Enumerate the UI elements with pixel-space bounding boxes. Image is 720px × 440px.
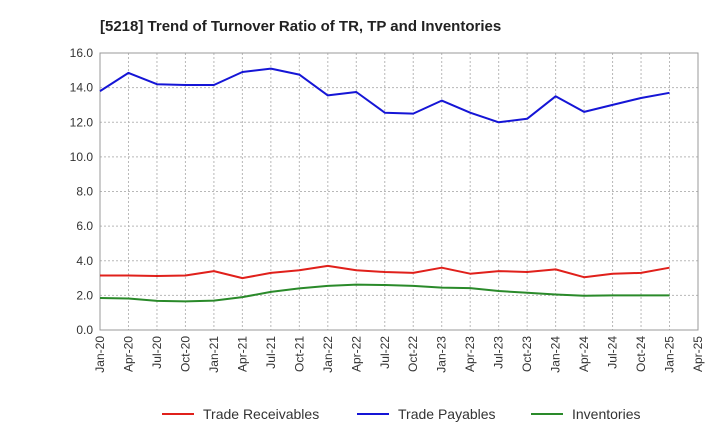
x-tick-label: Oct-23 (520, 336, 534, 372)
y-axis-ticks: 0.0 2.0 4.0 6.0 8.0 10.0 12.0 14.0 16.0 (70, 46, 94, 337)
x-tick-label: Oct-22 (406, 336, 420, 372)
x-tick-label: Apr-23 (463, 336, 477, 372)
x-tick-label: Jul-21 (264, 336, 278, 369)
x-tick-label: Oct-24 (634, 336, 648, 372)
x-tick-label: Jan-21 (207, 336, 221, 373)
x-tick-label: Apr-21 (235, 336, 249, 372)
y-tick-label: 6.0 (76, 219, 93, 233)
x-tick-label: Oct-21 (292, 336, 306, 372)
y-tick-label: 12.0 (70, 115, 94, 129)
x-tick-label: Jan-23 (435, 336, 449, 373)
series-line-inventories (99, 283, 670, 303)
legend-label: Trade Receivables (203, 406, 319, 422)
x-tick-label: Jul-24 (606, 336, 620, 369)
legend-label: Trade Payables (398, 406, 496, 422)
chart-title: [5218] Trend of Turnover Ratio of TR, TP… (100, 18, 501, 35)
y-tick-label: 2.0 (76, 288, 93, 302)
y-tick-label: 4.0 (76, 254, 93, 268)
x-tick-label: Apr-25 (691, 336, 705, 372)
y-tick-label: 0.0 (76, 323, 93, 337)
x-tick-label: Apr-22 (349, 336, 363, 372)
grid-lines (100, 53, 698, 330)
x-tick-label: Jul-23 (492, 336, 506, 369)
x-tick-label: Apr-24 (577, 336, 591, 372)
series-lines (99, 67, 670, 303)
series-line-trade-receivables (100, 264, 670, 280)
legend-label: Inventories (572, 406, 640, 422)
y-tick-label: 10.0 (70, 150, 94, 164)
x-tick-label: Jul-20 (150, 336, 164, 369)
x-axis-ticks: Jan-20 Apr-20 Jul-20 Oct-20 Jan-21 Apr-21 Jul-… (93, 336, 705, 373)
x-tick-label: Oct-20 (178, 336, 192, 372)
series-line-trade-payables (99, 67, 670, 124)
x-tick-label: Jul-22 (378, 336, 392, 369)
x-tick-label: Jan-24 (549, 336, 563, 373)
x-tick-label: Apr-20 (121, 336, 135, 372)
y-tick-label: 14.0 (70, 81, 94, 95)
y-tick-label: 8.0 (76, 185, 93, 199)
plot-area-border (99, 52, 699, 331)
y-tick-label: 16.0 (70, 46, 94, 60)
x-tick-label: Jan-22 (321, 336, 335, 373)
legend: Trade Receivables Trade Payables Inventori… (162, 406, 640, 422)
x-tick-label: Jan-25 (663, 336, 677, 373)
x-tick-label: Jan-20 (93, 336, 107, 373)
